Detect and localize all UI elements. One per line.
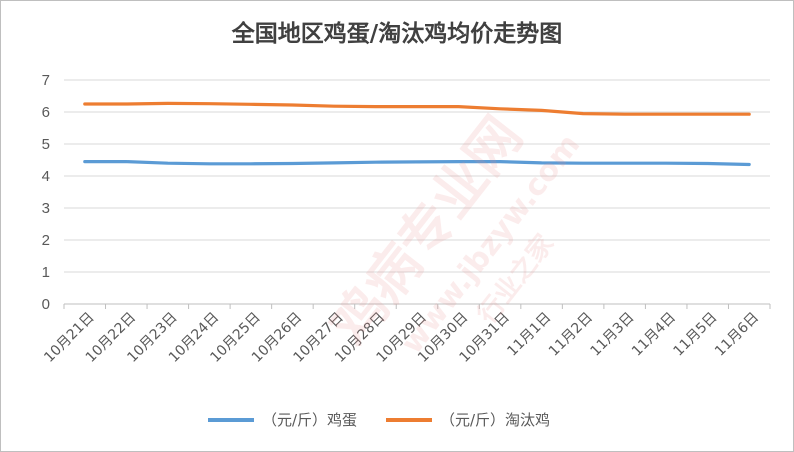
x-tick-label: 11月5日	[671, 310, 721, 360]
series-lines	[83, 101, 751, 167]
y-tick-label: 0	[42, 296, 50, 313]
y-tick-label: 5	[42, 136, 50, 153]
y-tick-label: 2	[42, 232, 50, 249]
x-tick-label: 11月3日	[587, 310, 637, 360]
legend: （元/斤）鸡蛋 （元/斤）淘汰鸡	[208, 411, 550, 429]
chart-title: 全国地区鸡蛋/淘汰鸡均价走势图	[231, 21, 563, 47]
x-tick-label: 11月2日	[546, 310, 596, 360]
x-tick-label: 11月4日	[629, 310, 679, 360]
series-line-0	[83, 160, 751, 167]
y-tick-label: 7	[42, 72, 50, 89]
series-line-1	[83, 101, 751, 116]
gridlines	[64, 79, 770, 273]
legend-label-1: （元/斤）淘汰鸡	[440, 411, 550, 429]
y-tick-label: 3	[42, 200, 50, 217]
x-tick-label: 11月6日	[712, 310, 762, 360]
y-tick-label: 4	[42, 168, 50, 185]
x-tick-label: 11月1日	[504, 310, 554, 360]
legend-label-0: （元/斤）鸡蛋	[262, 411, 357, 429]
y-axis-ticks: 0 1 2 3 4 5 6 7	[42, 72, 50, 313]
x-axis	[63, 303, 771, 309]
y-tick-label: 6	[42, 104, 50, 121]
y-tick-label: 1	[42, 264, 50, 281]
